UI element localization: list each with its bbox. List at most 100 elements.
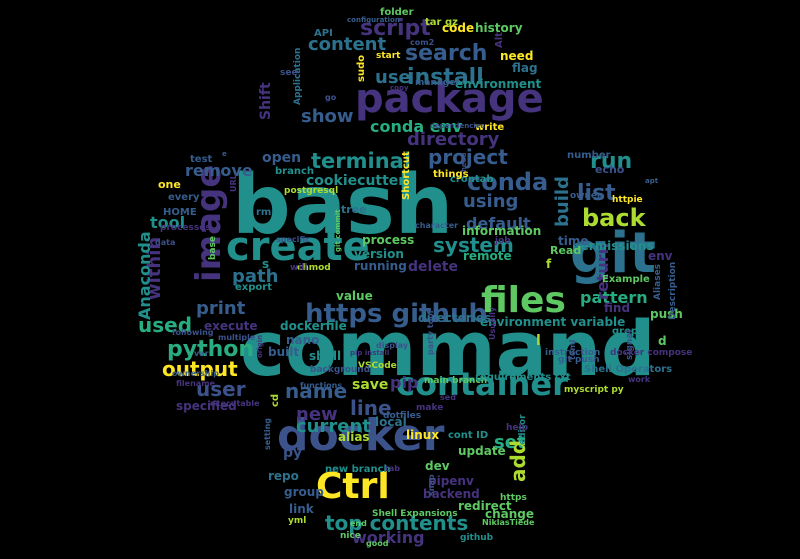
- word-git-commit: git commit: [334, 209, 342, 252]
- word-aliases: Aliases: [653, 264, 663, 300]
- word-niklastiede: NiklasTiede: [482, 518, 535, 527]
- word-shortcut: Shortcut: [401, 151, 412, 200]
- word-running: running: [354, 259, 407, 273]
- word-https: https: [500, 493, 527, 503]
- word-myscript-py: myscript py: [564, 385, 624, 395]
- word-repo: repo: [268, 469, 299, 483]
- word-sed: sed: [440, 393, 456, 402]
- word-good: good: [366, 539, 389, 548]
- word-nano: nano: [286, 333, 319, 347]
- word-new-branch: new branch: [325, 464, 391, 475]
- word-com2: com2: [410, 38, 434, 47]
- word-build: build: [552, 176, 573, 227]
- word-branch: branch: [275, 166, 314, 177]
- word-l: l: [536, 333, 541, 349]
- word-end: end: [350, 519, 367, 528]
- word-data: data: [155, 238, 175, 247]
- word-will: will: [290, 263, 308, 273]
- word-job: job: [494, 236, 511, 246]
- word-dockerfile: dockerfile: [280, 319, 347, 333]
- word-e: e: [222, 150, 227, 158]
- word-using: using: [463, 191, 518, 212]
- word-group: group: [284, 485, 324, 499]
- word-save: save: [352, 377, 388, 393]
- word-find: find: [604, 301, 630, 315]
- word-multiple: multiple: [218, 333, 256, 342]
- word-back: back: [582, 204, 647, 232]
- word-filename: filename: [176, 379, 216, 388]
- word-environment-variable: environment variable: [480, 315, 625, 329]
- word-pip: pip: [390, 373, 418, 392]
- word-party-tool: party tool: [426, 310, 435, 355]
- word-url: URL: [229, 174, 238, 192]
- word-base: base: [208, 236, 218, 260]
- word-dotfiles: dotfiles: [383, 411, 421, 421]
- word-postgresql: postgresql: [284, 186, 338, 196]
- word-nice: nice: [340, 531, 361, 541]
- word-example: Example: [602, 274, 650, 285]
- word-go: go: [325, 93, 337, 102]
- word-origin: origin: [256, 335, 264, 358]
- word-process: process: [362, 233, 414, 247]
- word-setting: setting: [263, 418, 272, 450]
- word-update: update: [458, 444, 506, 458]
- word-f: f: [546, 257, 552, 271]
- word-work: work: [628, 375, 651, 384]
- word-echo: echo: [595, 163, 625, 176]
- word-py: py: [283, 445, 302, 461]
- word-alt: Alt: [494, 32, 505, 48]
- word-specific: specific: [276, 235, 310, 244]
- word-test: test: [190, 154, 213, 165]
- word-add: add: [506, 440, 530, 482]
- word-number: number: [567, 150, 611, 161]
- word-shell-expansions: Shell Expansions: [372, 509, 458, 519]
- word-every: every: [168, 192, 200, 203]
- word-help: help: [506, 423, 529, 433]
- word-built: built: [268, 345, 299, 359]
- word-tab: tab: [385, 464, 400, 473]
- word-yml: yml: [288, 516, 306, 526]
- word-apt: apt: [645, 177, 659, 185]
- word-character: character: [415, 221, 458, 230]
- word-cd: cd: [270, 394, 281, 407]
- word-github: github: [460, 533, 494, 543]
- word-following: following: [172, 328, 214, 337]
- word-sudo: sudo: [356, 55, 367, 82]
- word-shell: shell: [309, 349, 341, 363]
- word-value: value: [336, 289, 373, 303]
- word-pip-install: pip install: [350, 349, 389, 357]
- word-shell-operators: Shell Operators: [584, 364, 672, 375]
- word-anaconda: Anaconda: [135, 231, 154, 320]
- word-one: one: [158, 178, 181, 191]
- word-owner: owner: [570, 191, 602, 201]
- word-need: need: [500, 49, 533, 63]
- word-executable: executable: [210, 399, 260, 408]
- word-background: background: [310, 365, 370, 375]
- word-shift: Shift: [258, 82, 274, 120]
- word-show: show: [301, 106, 354, 127]
- word-var: var: [194, 349, 209, 358]
- word-s: s: [262, 257, 269, 271]
- word-flag: flag: [512, 61, 538, 75]
- word-ownership: ownership: [172, 369, 219, 378]
- word-export: export: [235, 282, 272, 293]
- word-terminal: terminal: [311, 149, 411, 173]
- word-head: head: [460, 153, 468, 172]
- word-linux: linux: [406, 428, 439, 442]
- word-display: display: [376, 341, 409, 350]
- word-home: HOME: [163, 207, 197, 218]
- word-httpie: httpie: [612, 195, 643, 205]
- word-toml: toml: [568, 339, 577, 360]
- word-print: print: [196, 298, 246, 319]
- word-functions: functions: [300, 381, 342, 390]
- word-requirements-txt: requirements txt: [475, 372, 571, 383]
- word-dependencies: dependencies: [430, 122, 485, 130]
- word-copy: copy: [390, 84, 409, 92]
- word-description: Description: [668, 262, 678, 320]
- word-link: link: [289, 502, 315, 516]
- word-manager: manager: [415, 78, 460, 88]
- word-delete: delete: [408, 259, 458, 275]
- word-start: start: [376, 51, 401, 61]
- word-processes: processes: [160, 223, 211, 233]
- word-rm: rm: [256, 207, 271, 218]
